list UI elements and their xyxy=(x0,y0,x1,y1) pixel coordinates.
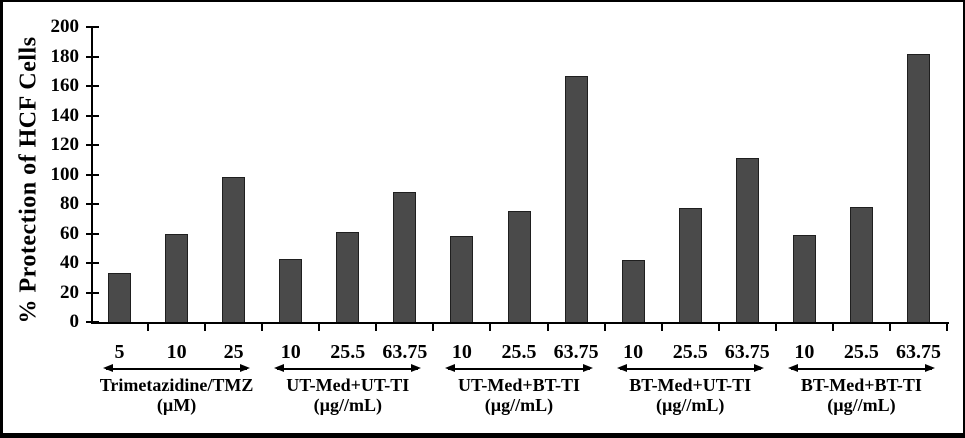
arrow-line xyxy=(106,367,248,370)
group-label-block: UT-Med+UT-TI (µg//mL) xyxy=(262,364,433,415)
group-unit-label: (µg//mL) xyxy=(484,395,554,415)
y-axis-tick-mark xyxy=(86,55,99,58)
x-axis-tick-mark xyxy=(204,324,207,331)
bar xyxy=(621,260,645,322)
bar xyxy=(393,192,417,322)
group-name-label: BT-Med+BT-TI xyxy=(800,375,922,395)
y-axis-tick-mark xyxy=(86,173,99,176)
bar xyxy=(849,206,873,322)
dose-label: 63.75 xyxy=(553,341,599,363)
x-axis-tick-mark xyxy=(489,324,492,331)
y-axis-tick-label: 200 xyxy=(50,16,80,37)
plot-area xyxy=(91,27,949,324)
bar xyxy=(222,177,246,322)
bar xyxy=(678,208,702,322)
bar xyxy=(450,236,474,322)
y-axis-tick-label: 0 xyxy=(69,311,80,332)
group-name-label: UT-Med+UT-TI xyxy=(286,375,410,395)
group-range-arrow-icon xyxy=(274,364,422,373)
y-axis-tick-mark xyxy=(86,321,99,323)
y-axis-tick-label: 40 xyxy=(60,252,79,273)
arrow-line xyxy=(619,367,761,370)
x-axis-tick-mark xyxy=(717,324,720,331)
group-name-label: Trimetazidine/TMZ xyxy=(99,375,254,395)
y-axis-tick-mark xyxy=(86,203,99,205)
bar xyxy=(564,75,588,322)
y-axis-tick-label: 80 xyxy=(60,193,79,214)
dose-label: 10 xyxy=(280,341,301,363)
bar xyxy=(108,273,132,322)
x-axis-tick-mark xyxy=(261,324,264,331)
y-axis-tick-label: 20 xyxy=(60,281,79,303)
x-axis-tick-mark xyxy=(603,324,606,331)
x-axis-tick-mark xyxy=(546,324,549,331)
y-axis-tick-mark xyxy=(86,85,99,87)
x-axis-tick-mark xyxy=(831,324,834,331)
y-axis-tick-label: 60 xyxy=(60,222,79,244)
bar xyxy=(507,211,531,322)
bar xyxy=(792,234,816,322)
group-unit-label: (µM) xyxy=(156,395,197,415)
y-axis-tick-mark xyxy=(86,114,99,117)
y-axis-tick-label: 100 xyxy=(50,163,80,185)
x-axis-tick-mark xyxy=(946,324,948,331)
arrow-line xyxy=(448,367,590,370)
group-range-arrow-icon xyxy=(787,364,935,373)
group-name-label: BT-Med+UT-TI xyxy=(629,375,752,395)
y-axis-tick-mark xyxy=(86,26,99,28)
arrow-line xyxy=(790,367,932,370)
group-label-block: Trimetazidine/TMZ (µM) xyxy=(91,364,262,415)
y-axis-tick-label: 160 xyxy=(50,75,80,96)
arrowhead-right-icon xyxy=(411,364,422,372)
group-label-block: BT-Med+UT-TI (µg//mL) xyxy=(605,364,776,415)
x-axis-tick-mark xyxy=(147,324,150,331)
dose-label: 63.75 xyxy=(724,341,770,363)
arrowhead-right-icon xyxy=(753,364,764,372)
x-axis-tick-mark xyxy=(888,324,891,331)
dose-label: 63.75 xyxy=(895,341,941,363)
bar xyxy=(279,258,303,322)
dose-label: 5 xyxy=(114,341,125,363)
dose-label: 25 xyxy=(223,341,244,363)
y-axis-tick-label: 180 xyxy=(50,45,80,67)
group-label-block: UT-Med+BT-TI (µg//mL) xyxy=(433,364,604,415)
dose-label: 10 xyxy=(794,341,815,363)
group-name-label: UT-Med+BT-TI xyxy=(458,375,580,395)
dose-label: 25.5 xyxy=(672,341,708,363)
dose-label: 25.5 xyxy=(330,341,366,363)
dose-label: 10 xyxy=(623,341,644,363)
x-axis-tick-mark xyxy=(660,324,663,331)
group-range-arrow-icon xyxy=(103,364,251,373)
dose-label: 25.5 xyxy=(843,341,879,363)
group-range-arrow-icon xyxy=(445,364,593,373)
dose-label: 25.5 xyxy=(501,341,537,363)
dose-label: 10 xyxy=(451,341,472,363)
y-axis-tick-mark xyxy=(86,291,99,294)
x-axis-tick-mark xyxy=(432,324,435,331)
y-axis-tick-mark xyxy=(86,144,99,146)
arrow-line xyxy=(277,367,419,370)
bar xyxy=(735,158,759,322)
group-unit-label: (µg//mL) xyxy=(313,395,382,415)
x-axis-tick-mark xyxy=(375,324,378,331)
group-range-arrow-icon xyxy=(616,364,764,373)
y-axis-tick-mark xyxy=(86,262,99,264)
arrowhead-right-icon xyxy=(924,364,935,372)
dose-label: 10 xyxy=(166,341,187,363)
arrowhead-right-icon xyxy=(240,364,251,372)
x-axis-tick-mark xyxy=(318,324,321,331)
y-axis-tick-label: 140 xyxy=(50,104,80,126)
group-unit-label: (µg//mL) xyxy=(827,395,896,415)
group-label-block: BT-Med+BT-TI (µg//mL) xyxy=(776,364,947,415)
x-axis-tick-mark xyxy=(774,324,777,331)
group-unit-label: (µg//mL) xyxy=(656,395,725,415)
bar xyxy=(336,232,360,322)
dose-label: 63.75 xyxy=(382,341,428,363)
bar xyxy=(165,233,189,322)
arrowhead-right-icon xyxy=(582,364,593,372)
y-axis-tick-label: 120 xyxy=(50,134,80,155)
y-axis-tick-mark xyxy=(86,232,99,235)
bar xyxy=(906,53,930,322)
